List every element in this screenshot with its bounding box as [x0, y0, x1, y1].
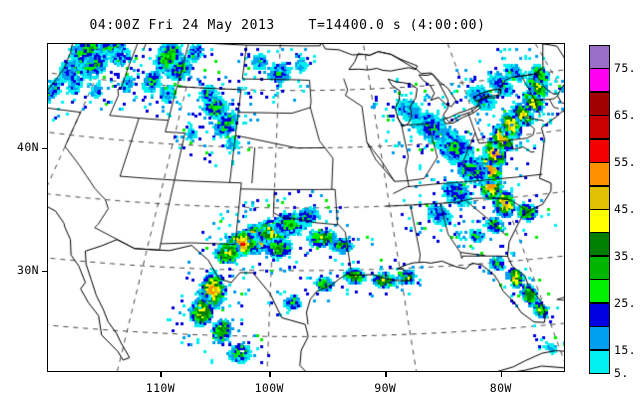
- colorbar-band-60-65dbz: [589, 115, 610, 140]
- lat-tick-mark-40N: [42, 147, 47, 149]
- map-plot-area[interactable]: [47, 43, 565, 372]
- colorbar-tick-65dbz: 65.: [614, 108, 636, 123]
- page-title: 04:00Z Fri 24 May 2013 T=14400.0 s (4:00…: [89, 18, 486, 33]
- reflectivity-map-canvas[interactable]: [48, 44, 564, 371]
- lon-tick-mark-80W: [500, 372, 503, 377]
- lon-tick-mark-90W: [385, 372, 387, 377]
- colorbar-band-10-15dbz: [589, 349, 610, 374]
- lon-tick-label-90W: 90W: [374, 381, 397, 395]
- colorbar-tick-55dbz: 55.: [614, 155, 636, 170]
- lon-tick-mark-110W: [160, 372, 162, 377]
- colorbar-band-20-25dbz: [589, 302, 610, 327]
- lon-tick-label-100W: 100W: [254, 381, 284, 395]
- lat-tick-mark-30N: [42, 270, 47, 273]
- colorbar-band-35-40dbz: [589, 232, 610, 257]
- colorbar-band-50-55dbz: [589, 162, 610, 187]
- colorbar-tick-35dbz: 35.: [614, 248, 636, 263]
- lon-tick-label-80W: 80W: [489, 381, 512, 395]
- lon-tick-mark-100W: [269, 372, 271, 377]
- lat-tick-label-40N: 40N: [17, 139, 39, 154]
- colorbar-band-45-50dbz: [589, 185, 610, 210]
- colorbar-band-65-70dbz: [589, 91, 610, 116]
- colorbar-band-15-20dbz: [589, 326, 610, 351]
- lat-tick-label-30N: 30N: [17, 262, 39, 277]
- colorbar-band-75-80dbz: [589, 45, 610, 70]
- lon-tick-label-110W: 110W: [145, 381, 176, 395]
- colorbar-tick-25dbz: 25.: [614, 295, 636, 310]
- colorbar-band-40-45dbz: [589, 209, 610, 234]
- colorbar-band-30-35dbz: [589, 255, 610, 280]
- colorbar-band-25-30dbz: [589, 279, 610, 304]
- colorbar-tick-5dbz: 5.: [614, 366, 629, 380]
- colorbar-tick-15dbz: 15.: [614, 342, 636, 357]
- colorbar-tick-45dbz: 45.: [614, 202, 636, 216]
- colorbar-band-55-60dbz: [589, 138, 610, 163]
- colorbar-band-70-75dbz: [589, 68, 610, 93]
- colorbar[interactable]: [589, 45, 610, 374]
- colorbar-tick-75dbz: 75.: [614, 61, 636, 76]
